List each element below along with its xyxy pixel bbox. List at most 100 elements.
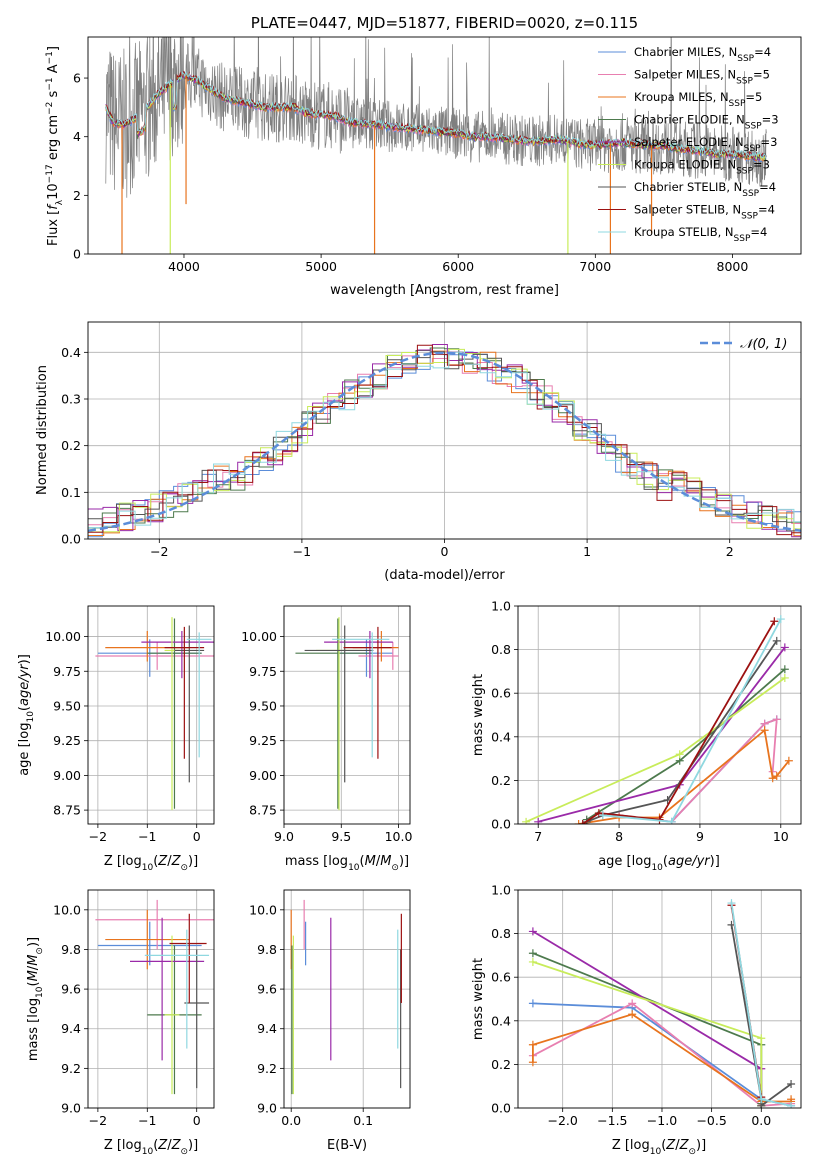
y-tick-label: 0.2 bbox=[61, 438, 81, 453]
plot-area-weight_vs_Z bbox=[528, 899, 796, 1108]
panel-spectrum: 4000 5000 6000 7000 8000 0 2 4 6 PLATE=0447, MJD=… bbox=[45, 14, 802, 298]
x-axis-label: Z [log10(Z/Z⊙)] bbox=[104, 1138, 198, 1157]
weight-marker bbox=[675, 750, 684, 759]
x-axis-label: Z [log10(Z/Z⊙)] bbox=[104, 854, 198, 873]
plot-area-residuals bbox=[88, 344, 801, 539]
x-tick-label: 6000 bbox=[442, 259, 474, 274]
panel-age_vs_mass: 9.0 9.5 10.0 8.75 9.00 9.25 9.50 9.75 10.00 mass … bbox=[241, 605, 413, 873]
axes-frame bbox=[283, 889, 411, 1109]
weight-marker bbox=[727, 899, 736, 908]
y-tick-label: 9.4 bbox=[61, 1021, 81, 1036]
legend-label: 𝒩(0, 1) bbox=[740, 337, 787, 352]
legend-label: Chabrier ELODIE, NSSP=3 bbox=[634, 113, 779, 132]
axes-frame bbox=[517, 605, 802, 825]
x-axis-label: Z [log10(Z/Z⊙)] bbox=[612, 1138, 706, 1157]
axes-frame bbox=[87, 605, 215, 825]
plot-area-mass_vs_Z bbox=[95, 899, 214, 1095]
plot-area-age_vs_Z bbox=[95, 617, 214, 811]
y-tick-label: 0.8 bbox=[491, 926, 511, 941]
x-tick-label: 10 bbox=[773, 829, 789, 844]
x-tick-label: 10.0 bbox=[385, 829, 413, 844]
y-tick-label: 8.75 bbox=[53, 803, 81, 818]
weight-marker bbox=[780, 665, 789, 674]
y-axis-label: age [log10(age/yr)] bbox=[17, 654, 36, 776]
weight-marker bbox=[780, 643, 789, 652]
panel-age_vs_Z: −2 −1 0 8.75 9.00 9.25 9.50 9.75 10.00 Z [log10(Z… bbox=[17, 605, 215, 873]
axes-frame bbox=[87, 36, 802, 255]
weight-marker bbox=[522, 817, 531, 824]
weight-marker bbox=[628, 1010, 637, 1019]
x-axis-label: mass [log10(M/M⊙)] bbox=[285, 854, 409, 873]
weight-marker bbox=[528, 927, 537, 936]
y-tick-label: 10.0 bbox=[249, 902, 277, 917]
y-tick-label: 9.8 bbox=[61, 942, 81, 957]
y-tick-label: 9.6 bbox=[61, 982, 81, 997]
y-tick-label: 4 bbox=[73, 129, 81, 144]
y-tick-label: 0.8 bbox=[491, 642, 511, 657]
y-axis-label: Flux [fλ10−17 erg cm−2 s−1 A−1] bbox=[45, 46, 65, 246]
weight-marker bbox=[787, 1080, 796, 1089]
panel-weight_vs_Z: −2.0 −1.5 −1.0 −0.5 0.0 0.0 0.2 0.4 0.6 0.8 1.0 Z [… bbox=[471, 883, 802, 1157]
weight-line bbox=[537, 646, 786, 823]
x-tick-label: 1 bbox=[583, 544, 591, 559]
legend-label: Salpeter STELIB, NSSP=4 bbox=[634, 203, 775, 222]
x-tick-label: −2 bbox=[89, 1113, 107, 1128]
weight-marker bbox=[772, 715, 781, 724]
y-tick-label: 6 bbox=[73, 71, 81, 86]
y-tick-label: 9.2 bbox=[61, 1061, 81, 1076]
x-tick-label: −1 bbox=[138, 829, 156, 844]
y-tick-label: 2 bbox=[73, 188, 81, 203]
y-tick-label: 1.0 bbox=[491, 599, 511, 614]
x-tick-label: 7 bbox=[534, 829, 542, 844]
gaussian-curve bbox=[88, 351, 801, 533]
x-tick-label: 9 bbox=[696, 829, 704, 844]
panel-weight_vs_age: 7 8 9 10 0.0 0.2 0.4 0.6 0.8 1.0 age [log10(age/yr… bbox=[471, 599, 802, 873]
y-tick-label: 10.0 bbox=[53, 902, 81, 917]
plot-area-spectrum bbox=[105, 37, 767, 254]
y-tick-label: 9.00 bbox=[249, 768, 277, 783]
legend-label: Chabrier MILES, NSSP=4 bbox=[634, 45, 771, 64]
y-tick-label: 9.0 bbox=[61, 1101, 81, 1116]
panel-residuals: −2 −1 0 1 2 0.0 0.1 0.2 0.3 0.4 (data-model)/error… bbox=[35, 321, 802, 583]
y-tick-label: 0 bbox=[73, 247, 81, 262]
plot-area-age_vs_mass bbox=[295, 617, 399, 811]
y-tick-label: 0.3 bbox=[61, 392, 81, 407]
x-axis-label: wavelength [Angstrom, rest frame] bbox=[330, 283, 559, 298]
weight-marker bbox=[628, 999, 637, 1008]
axes-frame bbox=[517, 889, 802, 1109]
y-tick-label: 10.00 bbox=[241, 629, 277, 644]
x-tick-label: 0 bbox=[441, 544, 449, 559]
weight-marker bbox=[528, 999, 537, 1008]
x-tick-label: 0 bbox=[193, 1113, 201, 1128]
weight-marker bbox=[757, 1034, 766, 1043]
plot-area-weight_vs_age bbox=[522, 615, 793, 824]
x-tick-label: 9.0 bbox=[274, 829, 294, 844]
weight-marker bbox=[757, 1095, 766, 1104]
weight-marker bbox=[780, 673, 789, 682]
x-tick-label: −0.5 bbox=[696, 1113, 726, 1128]
axes-frame bbox=[87, 321, 802, 540]
x-axis-label: age [log10(age/yr)] bbox=[598, 854, 720, 873]
y-axis-label: mass weight bbox=[471, 958, 486, 1040]
y-tick-label: 10.00 bbox=[45, 629, 81, 644]
weight-line bbox=[532, 952, 763, 1104]
y-tick-label: 9.75 bbox=[53, 664, 81, 679]
axes-frame bbox=[87, 889, 215, 1109]
y-tick-label: 9.0 bbox=[257, 1101, 277, 1116]
y-tick-label: 0.2 bbox=[491, 773, 511, 788]
weight-marker bbox=[574, 820, 583, 824]
weight-marker bbox=[770, 617, 779, 626]
residual-histogram bbox=[88, 344, 801, 539]
legend-label: Chabrier STELIB, NSSP=4 bbox=[634, 180, 776, 199]
legend-label: Kroupa ELODIE, NSSP=3 bbox=[634, 158, 770, 177]
y-tick-label: 1.0 bbox=[491, 883, 511, 898]
legend-label: Kroupa MILES, NSSP=5 bbox=[634, 90, 762, 109]
y-tick-label: 9.00 bbox=[53, 768, 81, 783]
y-axis-label: mass weight bbox=[471, 674, 486, 756]
y-tick-label: 0.0 bbox=[61, 532, 81, 547]
weight-marker bbox=[598, 811, 607, 820]
x-tick-label: −1.0 bbox=[647, 1113, 677, 1128]
x-tick-label: 8 bbox=[615, 829, 623, 844]
panel-mass_vs_ebv: 0.0 0.1 9.0 9.2 9.4 9.6 9.8 10.0 E(B-V) bbox=[249, 889, 411, 1153]
